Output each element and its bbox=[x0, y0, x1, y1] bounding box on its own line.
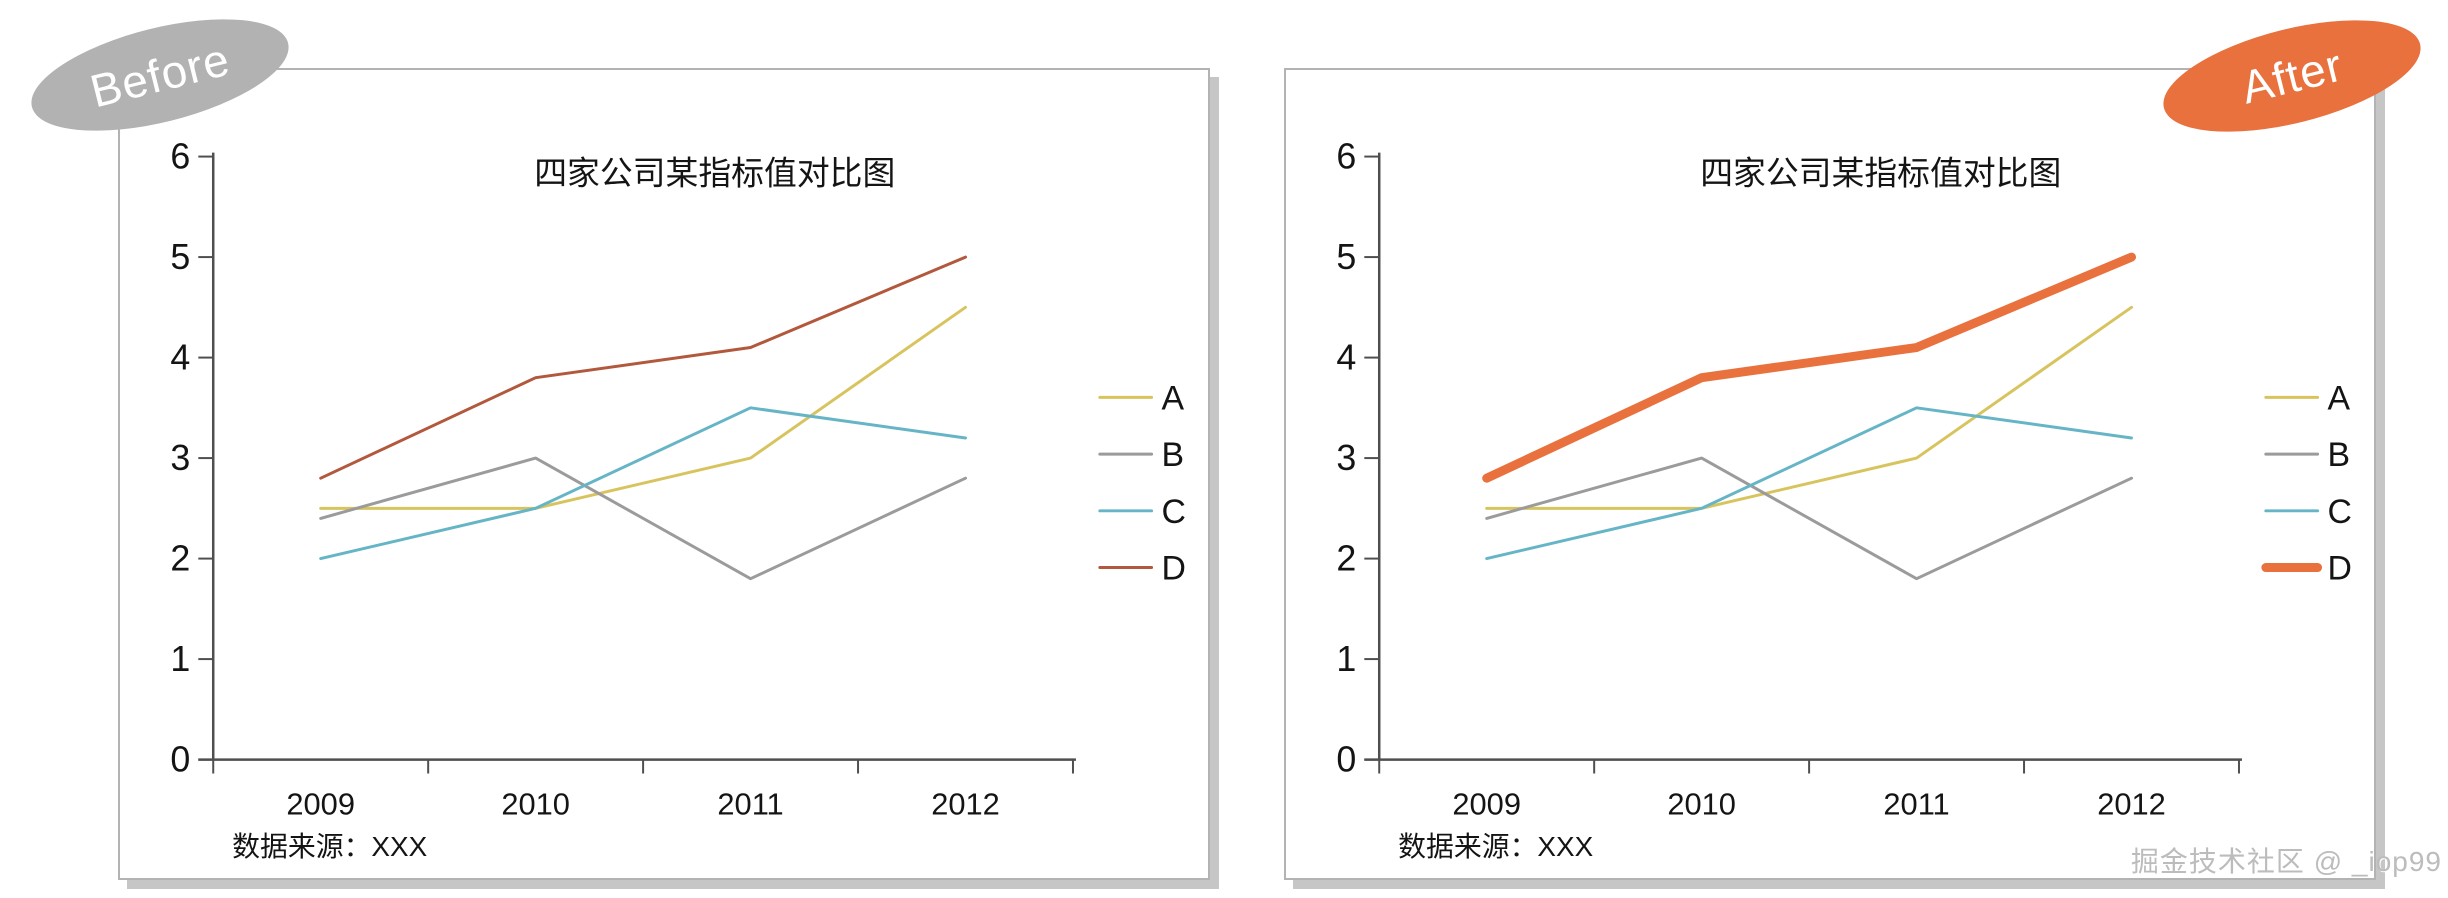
panel-after: 四家公司某指标值对比图数据来源：XXX 0 1 2 3 4 5 6 2009 2010 2011 20… bbox=[1284, 68, 2376, 880]
legend-label-C: C bbox=[1162, 493, 1186, 531]
legend-label-B: B bbox=[2328, 436, 2351, 474]
x-tick-label: 2011 bbox=[717, 786, 783, 821]
after-badge-label: After bbox=[2236, 38, 2348, 114]
x-tick-label: 2011 bbox=[1883, 786, 1949, 821]
y-tick-label: 6 bbox=[170, 137, 190, 177]
series-line-D bbox=[319, 255, 967, 480]
series-line-C bbox=[1485, 406, 2133, 561]
y-tick-label: 6 bbox=[1336, 137, 1356, 177]
x-tick-label: 2012 bbox=[2097, 786, 2166, 821]
chart-title: 四家公司某指标值对比图 bbox=[534, 154, 895, 191]
legend-label-C: C bbox=[2328, 493, 2352, 531]
series-line-D bbox=[1482, 252, 2136, 483]
series-line-C bbox=[319, 406, 967, 561]
y-tick-label: 2 bbox=[170, 539, 190, 579]
y-tick-label: 5 bbox=[170, 237, 190, 277]
x-tick-label: 2012 bbox=[931, 786, 1000, 821]
x-tick-label: 2010 bbox=[501, 786, 570, 821]
series-line-A bbox=[1485, 305, 2133, 510]
legend-label-A: A bbox=[1162, 379, 1185, 417]
x-tick-label: 2010 bbox=[1667, 786, 1736, 821]
x-tick-label: 2009 bbox=[286, 786, 355, 821]
x-tick-label: 2009 bbox=[1452, 786, 1521, 821]
legend-label-D: D bbox=[2328, 549, 2352, 587]
legend-label-D: D bbox=[1162, 549, 1186, 587]
y-tick-label: 0 bbox=[1336, 740, 1356, 780]
chart-title: 四家公司某指标值对比图 bbox=[1700, 154, 2061, 191]
y-tick-label: 4 bbox=[1336, 338, 1356, 378]
series-line-B bbox=[319, 456, 967, 581]
watermark: 掘金技术社区 @ _iop99 bbox=[2130, 846, 2442, 877]
y-tick-label: 4 bbox=[170, 338, 190, 378]
series-line-A bbox=[319, 305, 967, 510]
y-tick-label: 1 bbox=[1336, 639, 1356, 679]
y-tick-label: 3 bbox=[170, 438, 190, 478]
source-note: 数据来源：XXX bbox=[232, 831, 427, 862]
panel-before: 四家公司某指标值对比图数据来源：XXX 0 1 2 3 4 5 6 2009 2010 2011 20… bbox=[118, 68, 1210, 880]
source-note: 数据来源：XXX bbox=[1398, 831, 1593, 862]
y-tick-label: 0 bbox=[170, 740, 190, 780]
y-tick-label: 1 bbox=[170, 639, 190, 679]
y-tick-label: 5 bbox=[1336, 237, 1356, 277]
y-tick-label: 2 bbox=[1336, 539, 1356, 579]
y-tick-label: 3 bbox=[1336, 438, 1356, 478]
series-line-B bbox=[1485, 456, 2133, 581]
legend-label-A: A bbox=[2328, 379, 2351, 417]
before-badge-label: Before bbox=[85, 32, 235, 118]
legend-label-B: B bbox=[1162, 436, 1185, 474]
